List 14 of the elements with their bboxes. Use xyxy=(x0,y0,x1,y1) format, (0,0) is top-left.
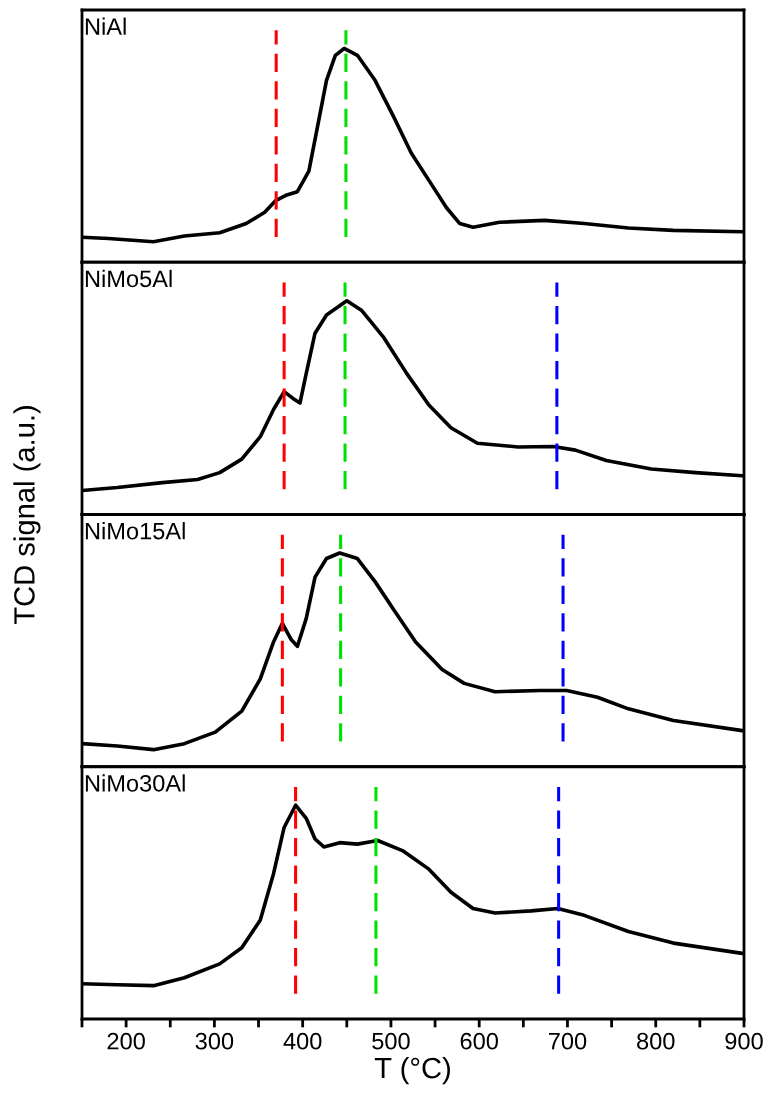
x-tick-label: 300 xyxy=(195,1032,234,1050)
y-axis-title: TCD signal (a.u.) xyxy=(13,406,41,625)
x-tick-label: 700 xyxy=(548,1032,587,1050)
chart-title: NiMo30Al xyxy=(85,774,185,792)
x-axis-title: T (°C) xyxy=(374,1056,450,1085)
x-tick-label: 900 xyxy=(725,1032,763,1050)
x-tick-label: 400 xyxy=(283,1032,322,1050)
chart-title: NiMo5Al xyxy=(85,269,172,288)
chart-title: NiMo15Al xyxy=(85,522,185,540)
x-tick-label: 200 xyxy=(107,1032,145,1050)
x-tick-label: 600 xyxy=(460,1032,498,1050)
x-tick-label: 500 xyxy=(372,1032,410,1050)
chart-title: NiAl xyxy=(85,17,126,35)
x-tick-label: 800 xyxy=(637,1032,675,1050)
